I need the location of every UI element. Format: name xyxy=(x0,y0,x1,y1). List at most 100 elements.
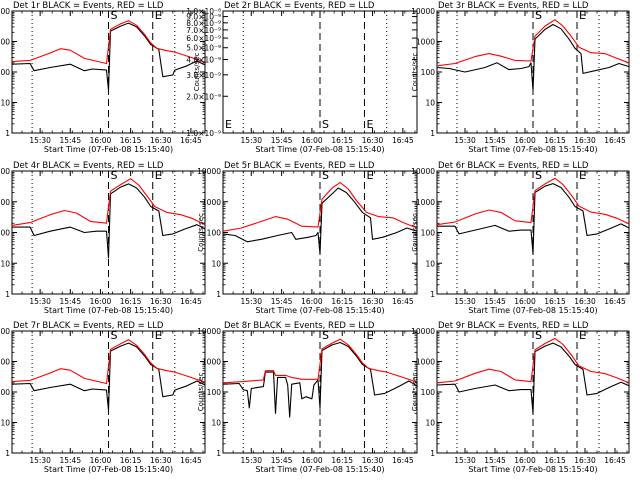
x-tick-label: 16:30 xyxy=(574,456,596,465)
x-tick-label: 15:45 xyxy=(59,297,81,306)
x-tick-label: 15:45 xyxy=(484,297,506,306)
y-tick-label: 1 xyxy=(216,290,221,299)
y-tick-label: 10 xyxy=(425,99,435,108)
chart-title: Det 4r BLACK = Events, RED = LLD xyxy=(13,161,164,171)
series-line-lld xyxy=(222,182,418,232)
x-tick-label: 15:30 xyxy=(29,297,51,306)
x-tick-label: 16:45 xyxy=(392,456,414,465)
y-tick-label: 7.0×10⁻⁹ xyxy=(186,26,221,35)
x-tick-label: 16:00 xyxy=(90,456,112,465)
x-tick-label: 16:15 xyxy=(331,136,353,145)
x-tick-label: 16:45 xyxy=(180,456,202,465)
y-axis-label: Counts/sec xyxy=(411,213,419,252)
x-tick-label: 15:30 xyxy=(29,456,51,465)
series-line-lld xyxy=(222,338,418,384)
x-tick-label: 15:45 xyxy=(271,136,293,145)
x-tick-label: 16:00 xyxy=(90,136,112,145)
x-tick-label: 15:30 xyxy=(240,456,262,465)
x-tick-label: 16:15 xyxy=(544,456,566,465)
y-tick-label: 5.0×10⁻⁹ xyxy=(186,44,221,53)
time-marker-label: E xyxy=(366,169,373,182)
y-axis-label: Counts/sec xyxy=(411,53,419,92)
y-tick-label: 8.0×10⁻⁹ xyxy=(186,19,221,28)
x-tick-label: 16:15 xyxy=(544,136,566,145)
time-marker-label: S xyxy=(111,329,118,342)
y-tick-label: 10000 xyxy=(197,167,221,176)
series-line-events xyxy=(11,22,206,91)
y-tick-label: 10 xyxy=(0,419,10,428)
time-marker-label: S xyxy=(111,9,118,22)
x-axis-label: Start Time (07-Feb-08 15:15:40) xyxy=(255,306,384,315)
time-marker-label: S xyxy=(322,169,329,182)
x-tick-label: 16:00 xyxy=(514,136,536,145)
x-axis-label: Start Time (07-Feb-08 15:15:40) xyxy=(44,145,173,154)
y-axis-label: Counts/sec xyxy=(197,213,205,252)
x-tick-label: 16:15 xyxy=(331,297,353,306)
y-tick-label: 1000 xyxy=(416,198,435,207)
chart-title: Det 9r BLACK = Events, RED = LLD xyxy=(438,321,589,331)
x-tick-label: 15:30 xyxy=(454,456,476,465)
y-tick-label: 10000 xyxy=(411,7,435,16)
chart-title: Det 2r BLACK = Events, RED = LLD xyxy=(224,1,375,11)
y-tick-label: 1000 xyxy=(416,38,435,47)
y-tick-label: 1 xyxy=(5,290,10,299)
time-marker-label: S xyxy=(111,169,118,182)
time-marker-label: E xyxy=(579,9,586,22)
y-tick-label: 100 xyxy=(207,388,222,397)
x-tick-label: 15:30 xyxy=(240,297,262,306)
y-tick-label: 10000 xyxy=(0,167,10,176)
y-tick-label: 1 xyxy=(216,449,221,458)
time-marker-label: S xyxy=(535,169,542,182)
x-tick-label: 16:30 xyxy=(362,136,384,145)
y-tick-label: 1 xyxy=(5,449,10,458)
time-marker-label: E xyxy=(579,169,586,182)
x-tick-label: 16:45 xyxy=(604,136,626,145)
series-line-events xyxy=(437,183,630,255)
x-tick-label: 16:00 xyxy=(301,136,323,145)
chart-title: Det 3r BLACK = Events, RED = LLD xyxy=(438,1,589,11)
x-tick-label: 15:45 xyxy=(271,297,293,306)
y-tick-label: 1 xyxy=(5,129,10,138)
y-tick-label: 1000 xyxy=(202,198,221,207)
x-tick-label: 16:45 xyxy=(604,456,626,465)
x-tick-label: 16:30 xyxy=(150,456,172,465)
x-tick-label: 16:45 xyxy=(392,136,414,145)
y-tick-label: 1000 xyxy=(416,358,435,367)
y-tick-label: 10000 xyxy=(197,327,221,336)
chart-title: Det 1r BLACK = Events, RED = LLD xyxy=(13,1,164,11)
y-tick-label: 100 xyxy=(0,229,10,238)
y-tick-label: 10 xyxy=(425,419,435,428)
x-tick-label: 16:30 xyxy=(574,297,596,306)
y-tick-label: 1000 xyxy=(202,358,221,367)
y-tick-label: 1 xyxy=(430,129,435,138)
x-tick-label: 16:00 xyxy=(301,297,323,306)
chart-title: Det 7r BLACK = Events, RED = LLD xyxy=(13,321,164,331)
series-line-events xyxy=(436,23,630,91)
x-tick-label: 16:30 xyxy=(150,297,172,306)
x-tick-label: 16:30 xyxy=(150,136,172,145)
y-tick-label: 100 xyxy=(207,229,222,238)
x-axis-label: Start Time (07-Feb-08 15:15:40) xyxy=(255,145,384,154)
y-axis-label: Counts/sec xyxy=(197,373,205,412)
y-axis-label: Counts/sec xyxy=(411,373,419,412)
x-axis-label: Start Time (07-Feb-08 15:15:40) xyxy=(44,306,173,315)
x-tick-label: 15:30 xyxy=(454,136,476,145)
x-tick-label: 16:15 xyxy=(120,297,142,306)
x-tick-label: 15:45 xyxy=(59,456,81,465)
y-tick-label: 1.0×10⁻⁹ xyxy=(186,129,221,138)
time-marker-label: S xyxy=(322,118,329,131)
y-tick-label: 1 xyxy=(430,449,435,458)
time-marker-label: E xyxy=(579,329,586,342)
x-tick-label: 16:00 xyxy=(301,456,323,465)
y-axis-label: Counts/sec xyxy=(193,53,201,92)
y-tick-label: 1 xyxy=(430,290,435,299)
chart-title: Det 5r BLACK = Events, RED = LLD xyxy=(224,161,375,171)
x-axis-label: Start Time (07-Feb-08 15:15:40) xyxy=(44,465,173,474)
y-tick-label: 100 xyxy=(0,388,10,397)
y-tick-label: 10 xyxy=(0,99,10,108)
y-tick-label: 10 xyxy=(425,259,435,268)
x-tick-label: 16:00 xyxy=(514,456,536,465)
series-line-lld xyxy=(11,178,206,226)
x-tick-label: 15:45 xyxy=(484,136,506,145)
x-axis-label: Start Time (07-Feb-08 15:15:40) xyxy=(468,306,597,315)
